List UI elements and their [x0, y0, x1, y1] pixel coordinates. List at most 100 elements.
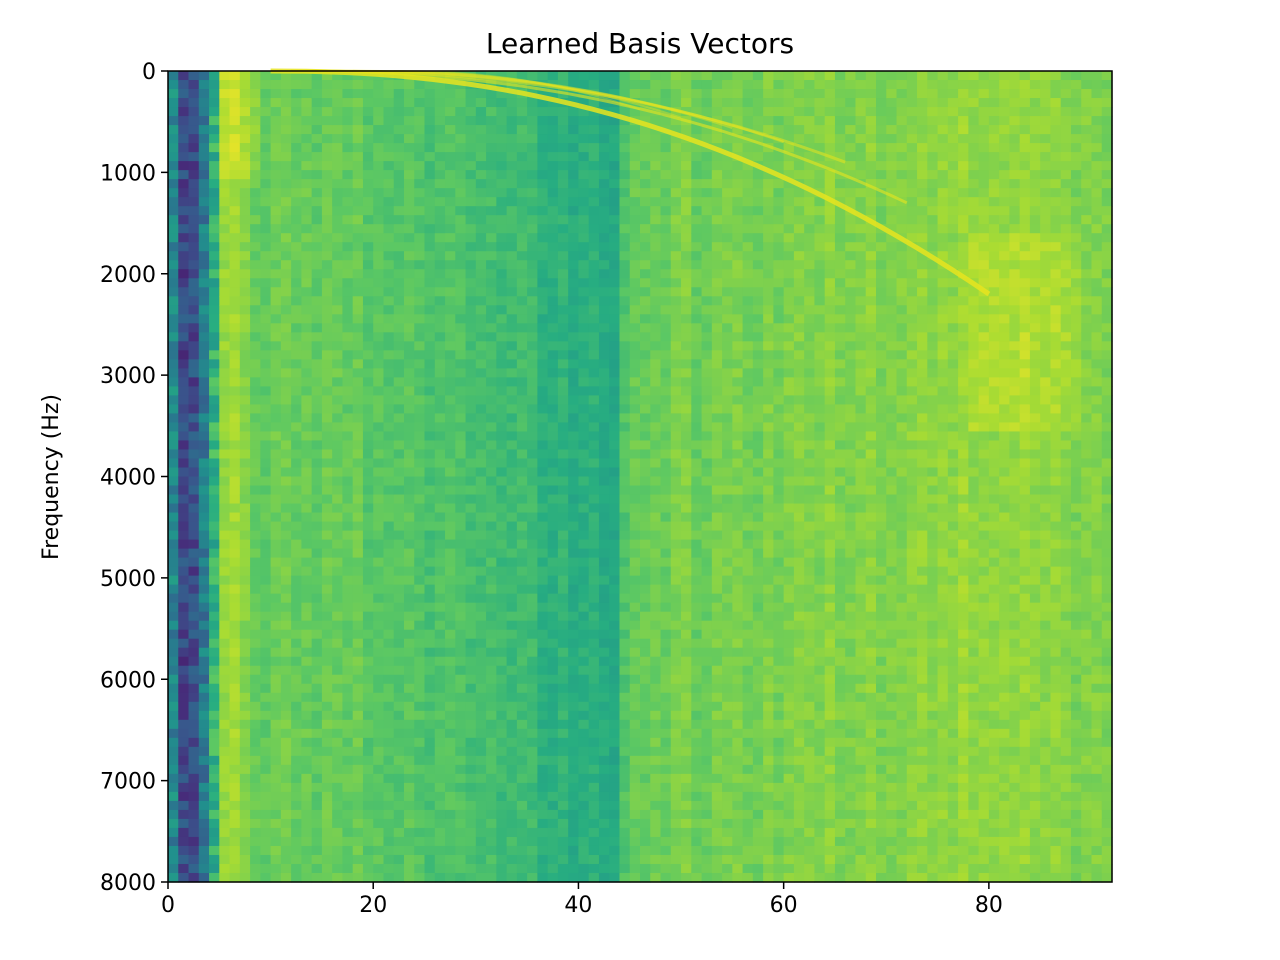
heatmap-cell: [691, 611, 703, 622]
heatmap-cell: [629, 206, 641, 216]
heatmap-cell: [681, 377, 692, 387]
heatmap-cell: [239, 494, 251, 505]
heatmap-cell: [527, 557, 538, 568]
heatmap-cell: [722, 269, 733, 279]
heatmap-cell: [629, 485, 641, 496]
heatmap-cell: [209, 755, 220, 766]
heatmap-cell: [219, 710, 231, 721]
heatmap-cell: [188, 638, 200, 649]
heatmap-cell: [506, 854, 518, 865]
heatmap-cell: [219, 647, 231, 658]
heatmap-cell: [691, 368, 703, 378]
heatmap-cell: [239, 170, 251, 180]
heatmap-cell: [434, 341, 446, 351]
heatmap-cell: [640, 575, 651, 586]
heatmap-cell: [609, 359, 621, 369]
heatmap-cell: [588, 710, 600, 721]
heatmap-cell: [629, 170, 641, 180]
heatmap-cell: [640, 269, 651, 279]
heatmap-cell: [527, 197, 538, 207]
heatmap-cell: [209, 251, 220, 261]
heatmap-cell: [362, 539, 374, 550]
heatmap-cell: [321, 287, 333, 297]
heatmap-cell: [578, 521, 590, 532]
heatmap-cell: [619, 98, 631, 108]
heatmap-cell: [722, 323, 733, 333]
heatmap-cell: [393, 350, 405, 360]
heatmap-cell: [424, 809, 436, 820]
heatmap-cell: [691, 377, 703, 387]
heatmap-cell: [465, 800, 477, 811]
heatmap-cell: [239, 332, 251, 342]
heatmap-cell: [619, 728, 631, 739]
heatmap-cell: [239, 863, 251, 874]
heatmap-cell: [588, 521, 600, 532]
heatmap-cell: [557, 197, 569, 207]
heatmap-cell: [260, 413, 272, 424]
heatmap-cell: [598, 737, 610, 748]
heatmap-cell: [209, 521, 220, 532]
heatmap-cell: [321, 647, 333, 658]
heatmap-cell: [383, 674, 395, 685]
heatmap-cell: [219, 242, 231, 252]
heatmap-cell: [516, 296, 528, 306]
heatmap-cell: [588, 845, 600, 856]
heatmap-cell: [280, 269, 292, 279]
heatmap-cell: [362, 449, 374, 460]
heatmap-cell: [547, 287, 559, 297]
heatmap-cell: [198, 494, 210, 505]
heatmap-cell: [588, 863, 600, 874]
heatmap-cell: [681, 791, 692, 802]
heatmap-cell: [588, 827, 600, 838]
heatmap-cell: [434, 665, 446, 676]
heatmap-cell: [547, 818, 559, 829]
heatmap-cell: [434, 521, 446, 532]
heatmap-cell: [475, 593, 487, 604]
heatmap-cell: [588, 71, 600, 81]
heatmap-cell: [578, 224, 590, 234]
heatmap-cell: [352, 611, 364, 622]
heatmap-cell: [291, 404, 302, 415]
heatmap-cell: [393, 188, 405, 198]
heatmap-cell: [670, 737, 682, 748]
heatmap-cell: [424, 125, 436, 135]
heatmap-cell: [260, 431, 272, 442]
heatmap-cell: [486, 863, 497, 874]
heatmap-cell: [496, 602, 508, 613]
heatmap-cell: [404, 503, 415, 514]
heatmap-cell: [373, 125, 385, 135]
heatmap-cell: [352, 134, 364, 144]
heatmap-cell: [424, 692, 436, 703]
heatmap-cell: [178, 143, 190, 153]
heatmap-cell: [168, 179, 179, 189]
heatmap-cell: [629, 296, 641, 306]
heatmap-cell: [362, 557, 374, 568]
heatmap-cell: [188, 341, 200, 351]
heatmap-cell: [219, 692, 231, 703]
heatmap-cell: [506, 251, 518, 261]
heatmap-cell: [404, 539, 415, 550]
heatmap-cell: [547, 449, 559, 460]
heatmap-cell: [670, 773, 682, 784]
heatmap-cell: [229, 872, 241, 883]
heatmap-cell: [681, 602, 692, 613]
heatmap-cell: [650, 710, 662, 721]
heatmap-cell: [321, 800, 333, 811]
heatmap-cell: [414, 539, 426, 550]
heatmap-cell: [291, 143, 302, 153]
heatmap-cell: [537, 584, 549, 595]
heatmap-cell: [455, 458, 467, 469]
heatmap-cell: [486, 134, 497, 144]
heatmap-cell: [527, 116, 538, 126]
heatmap-cell: [537, 764, 549, 775]
heatmap-cell: [362, 179, 374, 189]
heatmap-cell: [445, 476, 456, 487]
heatmap-cell: [311, 647, 323, 658]
heatmap-cell: [280, 152, 292, 162]
heatmap-cell: [578, 764, 590, 775]
heatmap-cell: [588, 638, 600, 649]
heatmap-cell: [424, 818, 436, 829]
heatmap-cell: [198, 188, 210, 198]
heatmap-cell: [629, 692, 641, 703]
heatmap-cell: [332, 872, 344, 883]
